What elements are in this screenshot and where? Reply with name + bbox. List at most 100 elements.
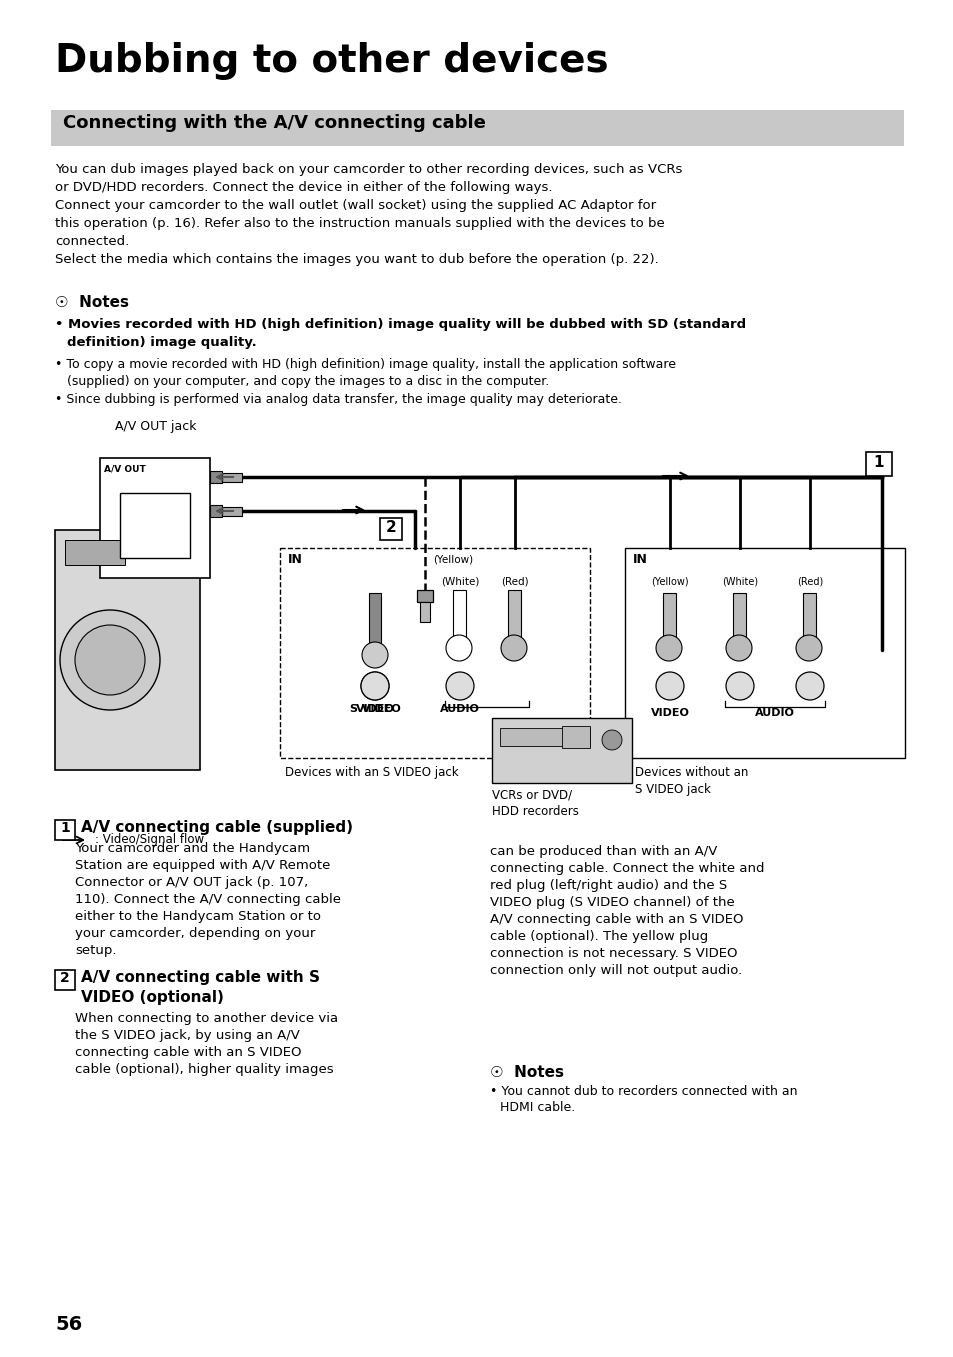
Text: Devices without an
S VIDEO jack: Devices without an S VIDEO jack bbox=[635, 765, 747, 797]
Text: this operation (p. 16). Refer also to the instruction manuals supplied with the : this operation (p. 16). Refer also to th… bbox=[55, 217, 664, 229]
Text: Dubbing to other devices: Dubbing to other devices bbox=[55, 42, 608, 80]
Bar bbox=[453, 590, 465, 641]
Bar bbox=[624, 548, 904, 759]
Text: connecting cable. Connect the white and: connecting cable. Connect the white and bbox=[490, 862, 763, 875]
Bar bbox=[55, 820, 75, 840]
Circle shape bbox=[725, 635, 751, 661]
Bar bbox=[55, 970, 75, 991]
Text: (Red): (Red) bbox=[500, 575, 528, 586]
Bar bbox=[507, 590, 520, 641]
Circle shape bbox=[656, 635, 681, 661]
Text: Station are equipped with A/V Remote: Station are equipped with A/V Remote bbox=[75, 859, 330, 873]
Bar bbox=[100, 459, 210, 578]
Text: HDMI cable.: HDMI cable. bbox=[499, 1101, 575, 1114]
Text: VIDEO: VIDEO bbox=[650, 708, 689, 718]
Bar bbox=[732, 593, 745, 641]
Circle shape bbox=[75, 626, 145, 695]
Text: AUDIO: AUDIO bbox=[754, 708, 794, 718]
Text: connection only will not output audio.: connection only will not output audio. bbox=[490, 963, 741, 977]
Bar bbox=[492, 718, 631, 783]
Bar bbox=[210, 505, 222, 517]
Circle shape bbox=[446, 635, 472, 661]
Text: A/V connecting cable (supplied): A/V connecting cable (supplied) bbox=[81, 820, 353, 835]
Text: VIDEO: VIDEO bbox=[355, 704, 394, 714]
Text: A/V OUT jack: A/V OUT jack bbox=[115, 421, 196, 433]
Text: VIDEO (optional): VIDEO (optional) bbox=[81, 991, 224, 1006]
Text: either to the Handycam Station or to: either to the Handycam Station or to bbox=[75, 911, 320, 923]
Text: AUDIO: AUDIO bbox=[439, 704, 479, 714]
Text: You can dub images played back on your camcorder to other recording devices, suc: You can dub images played back on your c… bbox=[55, 163, 681, 176]
Text: S VIDEO: S VIDEO bbox=[349, 704, 400, 714]
Circle shape bbox=[500, 635, 526, 661]
Text: VIDEO plug (S VIDEO channel) of the: VIDEO plug (S VIDEO channel) of the bbox=[490, 896, 734, 909]
Circle shape bbox=[360, 672, 389, 700]
Text: 2: 2 bbox=[385, 520, 395, 535]
Text: setup.: setup. bbox=[75, 944, 116, 957]
Text: (Yellow): (Yellow) bbox=[651, 575, 688, 586]
Text: 56: 56 bbox=[55, 1315, 82, 1334]
Text: ☉  Notes: ☉ Notes bbox=[55, 294, 129, 309]
Bar bbox=[280, 548, 589, 759]
Bar bbox=[419, 603, 430, 622]
Text: 1: 1 bbox=[873, 455, 883, 470]
Text: Your camcorder and the Handycam: Your camcorder and the Handycam bbox=[75, 841, 310, 855]
Text: When connecting to another device via: When connecting to another device via bbox=[75, 1012, 337, 1025]
Text: connection is not necessary. S VIDEO: connection is not necessary. S VIDEO bbox=[490, 947, 737, 959]
Circle shape bbox=[656, 672, 683, 700]
Text: (Yellow): (Yellow) bbox=[433, 555, 473, 565]
Circle shape bbox=[360, 672, 389, 700]
Circle shape bbox=[60, 611, 160, 710]
Text: can be produced than with an A/V: can be produced than with an A/V bbox=[490, 845, 717, 858]
Bar bbox=[865, 452, 891, 476]
Bar bbox=[416, 590, 433, 603]
Text: Connect your camcorder to the wall outlet (wall socket) using the supplied AC Ad: Connect your camcorder to the wall outle… bbox=[55, 199, 656, 212]
Circle shape bbox=[725, 672, 753, 700]
Text: cable (optional), higher quality images: cable (optional), higher quality images bbox=[75, 1063, 334, 1076]
Text: IN: IN bbox=[288, 554, 302, 566]
Text: ☉  Notes: ☉ Notes bbox=[490, 1065, 563, 1080]
Text: Devices with an S VIDEO jack: Devices with an S VIDEO jack bbox=[285, 765, 458, 779]
Text: A/V connecting cable with an S VIDEO: A/V connecting cable with an S VIDEO bbox=[490, 913, 742, 925]
Text: connecting cable with an S VIDEO: connecting cable with an S VIDEO bbox=[75, 1046, 301, 1058]
Bar bbox=[379, 518, 401, 540]
Circle shape bbox=[361, 642, 388, 668]
Text: 2: 2 bbox=[60, 972, 70, 985]
Circle shape bbox=[601, 730, 621, 750]
Text: definition) image quality.: definition) image quality. bbox=[67, 337, 256, 349]
Bar bbox=[802, 593, 815, 641]
Text: red plug (left/right audio) and the S: red plug (left/right audio) and the S bbox=[490, 879, 726, 892]
Text: 1: 1 bbox=[60, 821, 70, 835]
Text: A/V OUT: A/V OUT bbox=[104, 464, 146, 474]
Text: (White): (White) bbox=[721, 575, 758, 586]
Text: (Red): (Red) bbox=[796, 575, 822, 586]
Text: (White): (White) bbox=[440, 575, 478, 586]
Text: IN: IN bbox=[633, 554, 647, 566]
Circle shape bbox=[795, 635, 821, 661]
Text: or DVD/HDD recorders. Connect the device in either of the following ways.: or DVD/HDD recorders. Connect the device… bbox=[55, 180, 552, 194]
Bar bbox=[369, 593, 380, 649]
Text: • Since dubbing is performed via analog data transfer, the image quality may det: • Since dubbing is performed via analog … bbox=[55, 394, 621, 406]
Text: • To copy a movie recorded with HD (high definition) image quality, install the : • To copy a movie recorded with HD (high… bbox=[55, 358, 676, 370]
Circle shape bbox=[446, 672, 474, 700]
Text: • Movies recorded with HD (high definition) image quality will be dubbed with SD: • Movies recorded with HD (high definiti… bbox=[55, 318, 745, 331]
Text: connected.: connected. bbox=[55, 235, 129, 248]
Text: : Video/Signal flow: : Video/Signal flow bbox=[95, 833, 204, 845]
Text: VCRs or DVD/
HDD recorders: VCRs or DVD/ HDD recorders bbox=[492, 788, 578, 818]
Text: 110). Connect the A/V connecting cable: 110). Connect the A/V connecting cable bbox=[75, 893, 340, 906]
Text: the S VIDEO jack, by using an A/V: the S VIDEO jack, by using an A/V bbox=[75, 1029, 299, 1042]
Bar bbox=[499, 727, 589, 746]
Text: cable (optional). The yellow plug: cable (optional). The yellow plug bbox=[490, 930, 707, 943]
Bar bbox=[55, 531, 200, 769]
Bar bbox=[210, 471, 222, 483]
Text: your camcorder, depending on your: your camcorder, depending on your bbox=[75, 927, 315, 940]
Text: • You cannot dub to recorders connected with an: • You cannot dub to recorders connected … bbox=[490, 1086, 797, 1098]
Bar bbox=[662, 593, 676, 641]
Circle shape bbox=[795, 672, 823, 700]
Bar bbox=[120, 493, 190, 558]
Text: A/V connecting cable with S: A/V connecting cable with S bbox=[81, 970, 319, 985]
Text: Connector or A/V OUT jack (p. 107,: Connector or A/V OUT jack (p. 107, bbox=[75, 877, 308, 889]
Text: Select the media which contains the images you want to dub before the operation : Select the media which contains the imag… bbox=[55, 252, 659, 266]
Bar bbox=[561, 726, 589, 748]
Text: Connecting with the A/V connecting cable: Connecting with the A/V connecting cable bbox=[63, 114, 485, 132]
Bar bbox=[51, 110, 903, 147]
